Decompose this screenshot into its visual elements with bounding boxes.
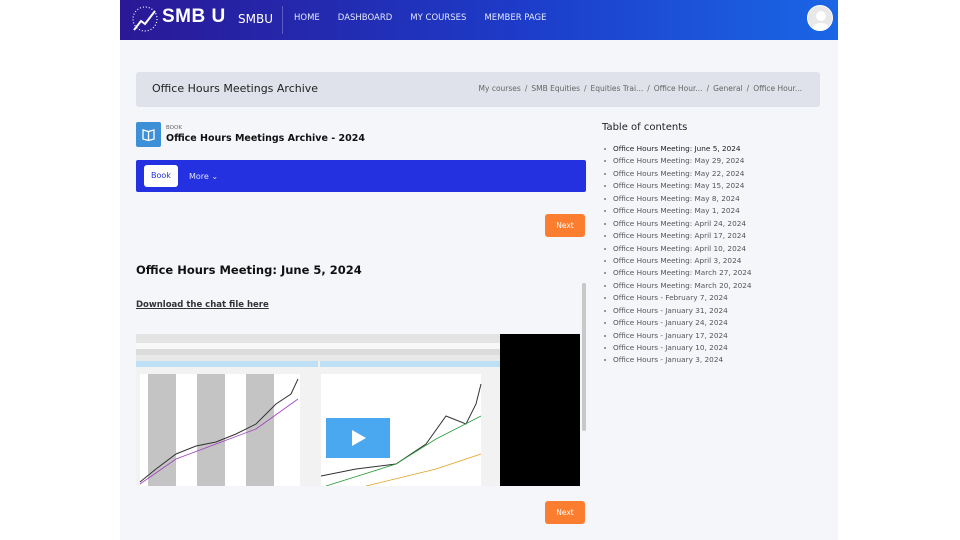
toc-title: Table of contents xyxy=(602,122,688,133)
smbu-logo-icon xyxy=(132,6,158,32)
play-icon xyxy=(352,430,366,446)
toc-item[interactable]: Office Hours Meeting: May 29, 2024 xyxy=(602,156,752,168)
toc-item[interactable]: Office Hours - January 24, 2024 xyxy=(602,318,752,330)
toc-item[interactable]: Office Hours Meeting: March 20, 2024 xyxy=(602,281,752,293)
breadcrumb: My courses / SMB Equities / Equities Trai.… xyxy=(478,84,802,93)
toc-item[interactable]: Office Hours Meeting: April 10, 2024 xyxy=(602,244,752,256)
nav-dashboard[interactable]: DASHBOARD xyxy=(337,13,393,23)
tab-book[interactable]: Book xyxy=(144,165,178,187)
nav-member-page[interactable]: MEMBER PAGE xyxy=(484,13,547,23)
brand-logo-text[interactable]: SMB U xyxy=(162,6,226,27)
video-player[interactable] xyxy=(136,334,580,486)
toc-item[interactable]: Office Hours - February 7, 2024 xyxy=(602,293,752,305)
toc-item[interactable]: Office Hours - January 10, 2024 xyxy=(602,343,752,355)
page-header: Office Hours Meetings Archive My courses… xyxy=(136,72,820,107)
toc-item[interactable]: Office Hours Meeting: April 17, 2024 xyxy=(602,231,752,243)
toc-item[interactable]: Office Hours Meeting: March 27, 2024 xyxy=(602,268,752,280)
next-button-top[interactable]: Next xyxy=(545,214,585,237)
toc-item[interactable]: Office Hours Meeting: May 15, 2024 xyxy=(602,181,752,193)
activity-type-label: BOOK xyxy=(166,125,182,131)
user-avatar[interactable] xyxy=(807,5,833,31)
table-of-contents: Table of contents Office Hours Meeting: … xyxy=(602,122,752,368)
nav-home[interactable]: HOME xyxy=(294,13,320,23)
toc-item[interactable]: Office Hours - January 3, 2024 xyxy=(602,355,752,367)
chapter-title: Office Hours Meeting: June 5, 2024 xyxy=(136,263,362,277)
breadcrumb-item[interactable]: My courses xyxy=(478,84,521,93)
nav-divider xyxy=(282,6,283,34)
toc-item[interactable]: Office Hours Meeting: May 22, 2024 xyxy=(602,169,752,181)
download-chat-link[interactable]: Download the chat file here xyxy=(136,300,269,310)
site-name[interactable]: SMBU xyxy=(238,12,273,26)
top-navbar: SMB U SMBU HOME DASHBOARD MY COURSES MEM… xyxy=(120,0,838,40)
next-button-bottom[interactable]: Next xyxy=(545,501,585,524)
toc-item[interactable]: Office Hours Meeting: April 3, 2024 xyxy=(602,256,752,268)
book-icon xyxy=(136,122,161,147)
tab-more-dropdown[interactable]: More ⌄ xyxy=(189,172,219,181)
toc-item[interactable]: Office Hours Meeting: May 8, 2024 xyxy=(602,194,752,206)
breadcrumb-item[interactable]: SMB Equities xyxy=(531,84,581,93)
toc-item[interactable]: Office Hours Meeting: April 24, 2024 xyxy=(602,219,752,231)
toc-item[interactable]: Office Hours - January 31, 2024 xyxy=(602,306,752,318)
breadcrumb-item[interactable]: Office Hour... xyxy=(753,84,802,93)
video-thumbnail xyxy=(136,334,580,486)
page-title: Office Hours Meetings Archive xyxy=(152,82,319,95)
toc-item[interactable]: Office Hours Meeting: May 1, 2024 xyxy=(602,206,752,218)
toc-item[interactable]: Office Hours - January 17, 2024 xyxy=(602,331,752,343)
breadcrumb-item[interactable]: General xyxy=(713,84,743,93)
breadcrumb-item[interactable]: Office Hour... xyxy=(653,84,703,93)
content-scrollbar[interactable] xyxy=(582,283,586,431)
nav-my-courses[interactable]: MY COURSES xyxy=(410,13,467,23)
activity-title: Office Hours Meetings Archive - 2024 xyxy=(166,133,365,144)
breadcrumb-item[interactable]: Equities Trai... xyxy=(590,84,644,93)
toc-item[interactable]: Office Hours Meeting: June 5, 2024 xyxy=(602,144,752,156)
secondary-navigation: Book More ⌄ xyxy=(136,160,586,192)
